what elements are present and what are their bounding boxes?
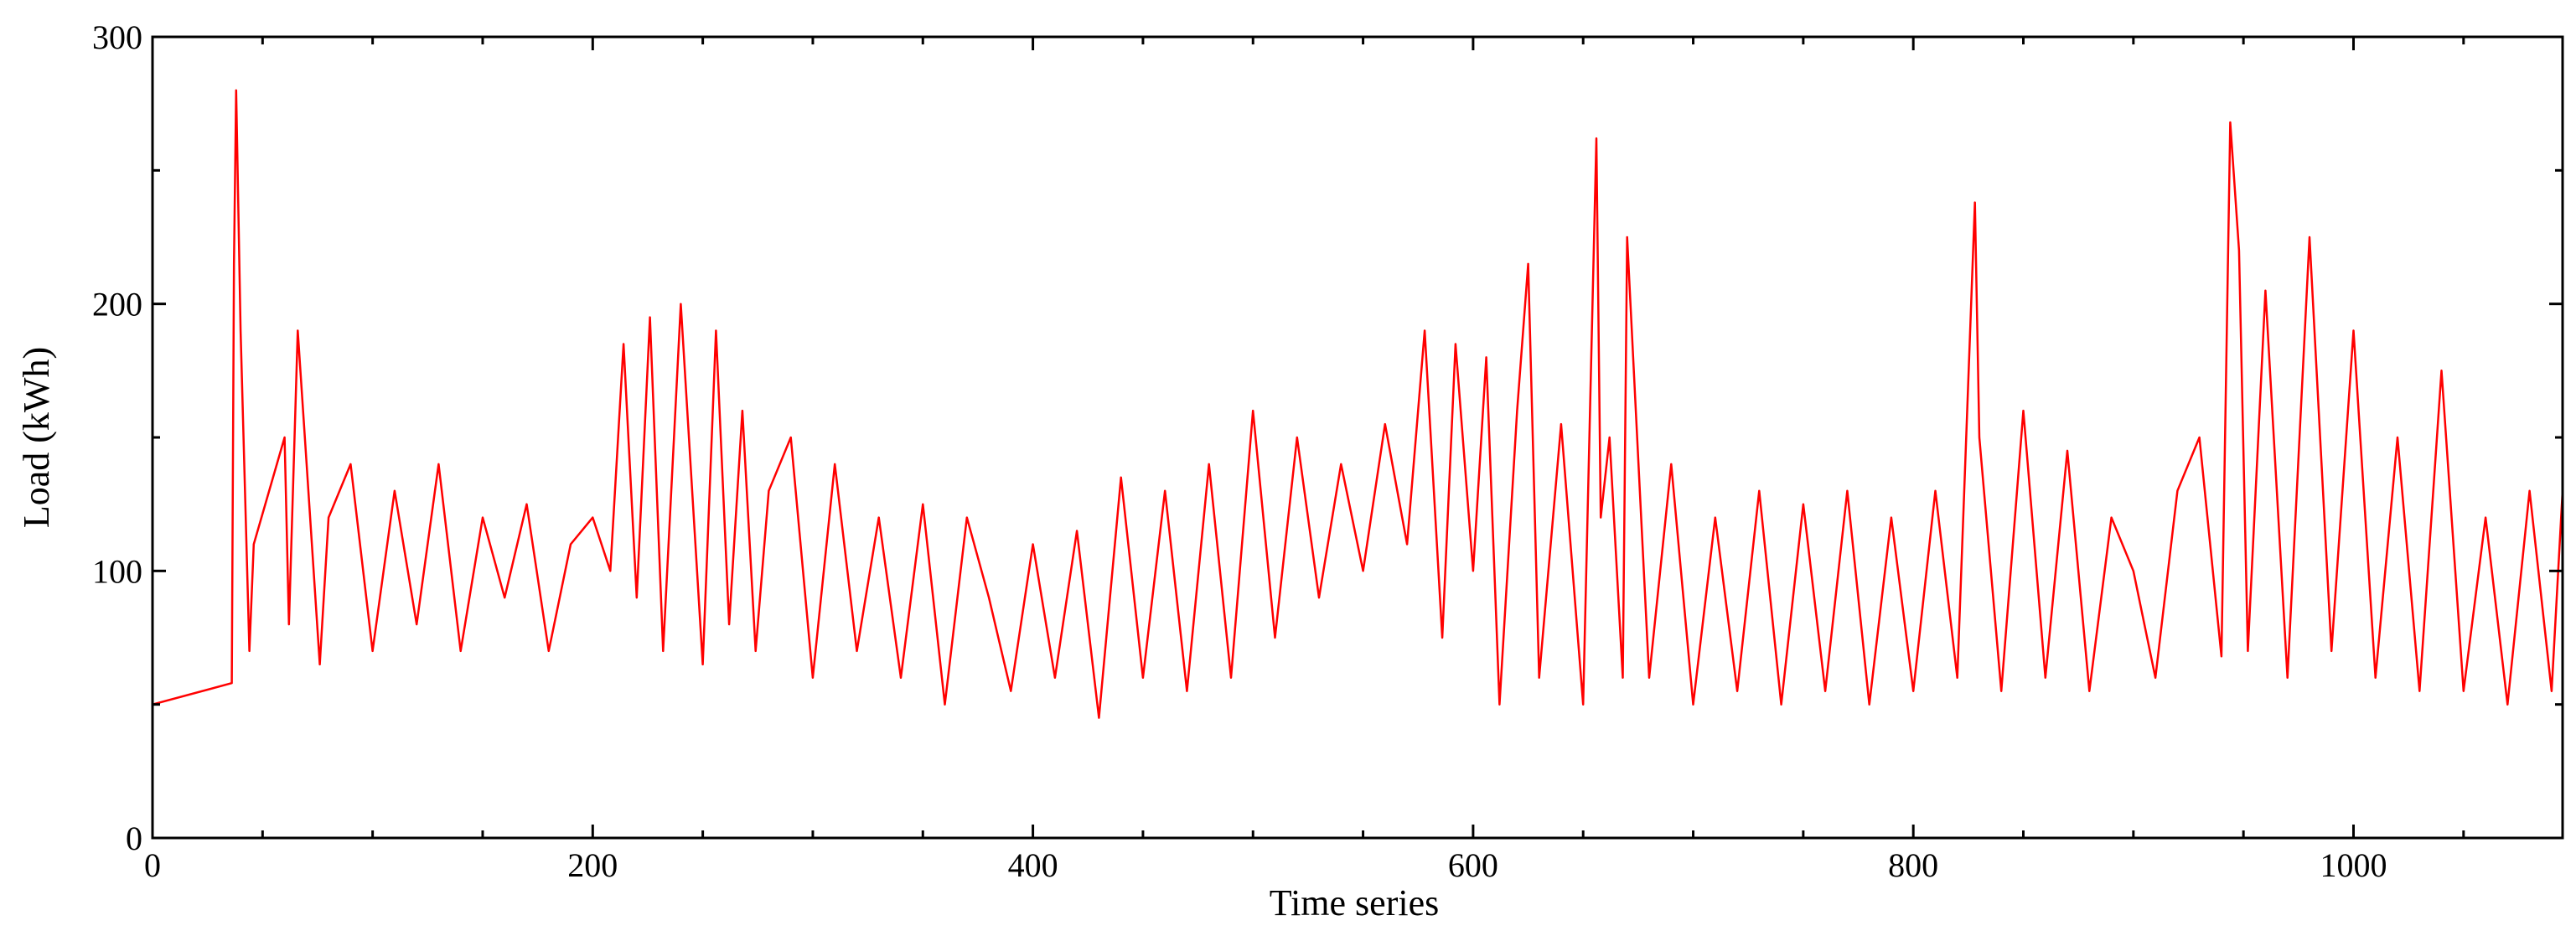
- y-tick-label: 100: [92, 552, 142, 590]
- x-tick-label: 200: [567, 846, 618, 884]
- series-layer: [153, 89, 2563, 719]
- plot-frame: [151, 35, 2564, 840]
- x-tick-label: 600: [1448, 846, 1498, 884]
- y-tick-label: 200: [92, 286, 142, 323]
- y-axis-title: Load (kWh): [16, 347, 57, 528]
- x-tick-label: 800: [1888, 846, 1938, 884]
- y-axis-ticks: 0 100 200 300: [92, 18, 2563, 857]
- x-tick-label: 0: [144, 846, 161, 884]
- y-tick-label: 0: [126, 820, 142, 857]
- x-axis-ticks: 0 200 400 600 800 1000: [144, 37, 2465, 884]
- x-tick-label: 400: [1008, 846, 1058, 884]
- x-axis-title: Time series: [1270, 882, 1440, 923]
- x-tick-label: 1000: [2320, 846, 2387, 884]
- load-series-line: [153, 89, 2563, 719]
- y-tick-label: 300: [92, 18, 142, 56]
